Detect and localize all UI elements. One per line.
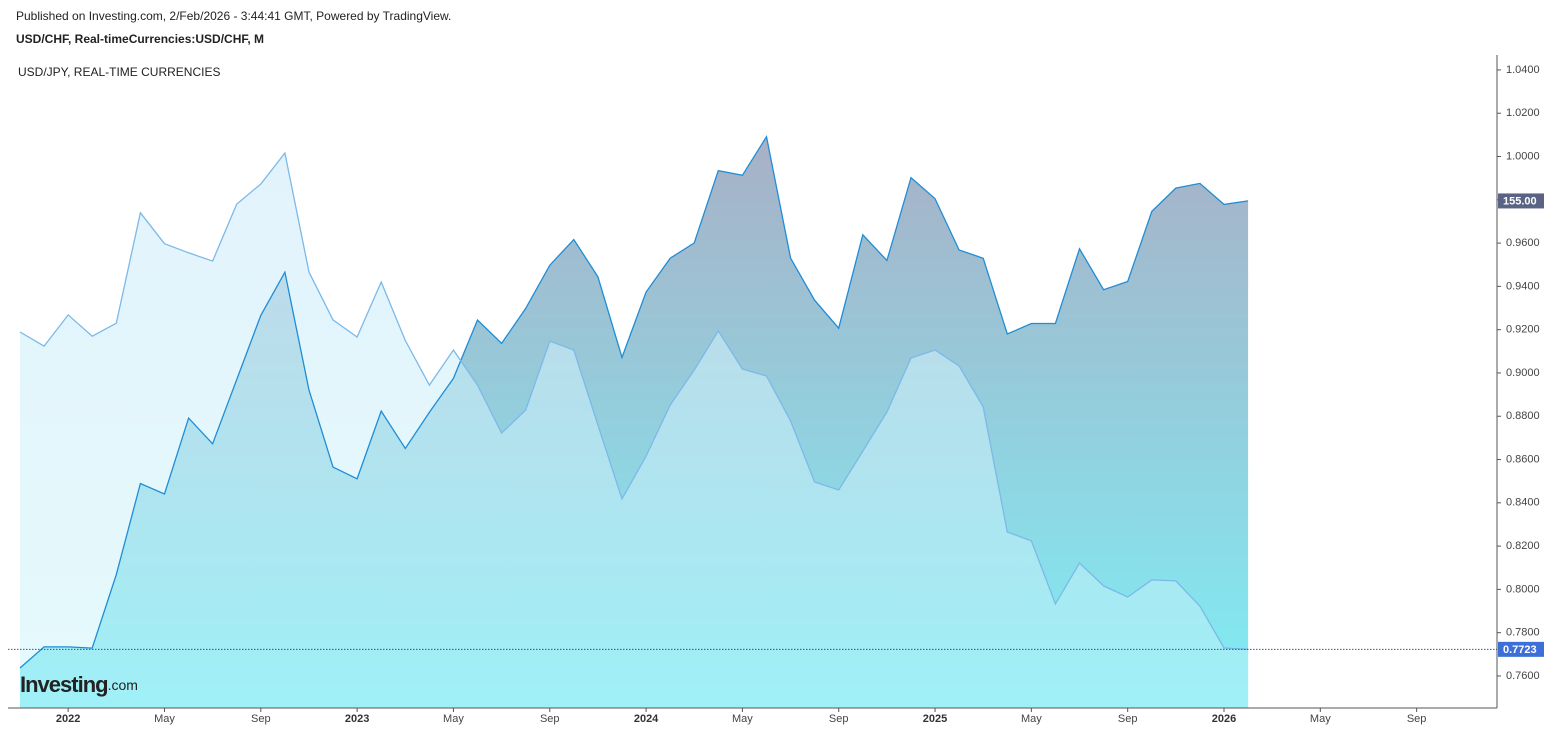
y-tick-label: 0.7800: [1506, 627, 1540, 639]
x-tick-label: May: [1021, 713, 1042, 725]
x-tick-label: May: [443, 713, 464, 725]
x-tick-label: Sep: [1118, 713, 1138, 725]
y-tick-label: 0.8000: [1506, 583, 1540, 595]
last-value-box: [1498, 193, 1544, 209]
x-tick-label: May: [154, 713, 175, 725]
last-value-label: 155.00: [1503, 195, 1537, 207]
last-value-label: 0.7723: [1503, 644, 1537, 656]
y-tick-label: 0.8400: [1506, 497, 1540, 509]
y-tick-label: 0.9600: [1506, 237, 1540, 249]
plot-area: 0.7600 0.7800 0.8000 0.8200 0.8400 0.8600 0.88…: [8, 55, 1544, 725]
y-tick-label: 1.0000: [1506, 150, 1540, 162]
x-tick-label: 2022: [56, 713, 80, 725]
y-tick-label: 0.8200: [1506, 540, 1540, 552]
y-tick-label: 1.0400: [1506, 64, 1540, 76]
watermark-brand: Investing: [20, 672, 108, 697]
chart-title: USD/CHF, Real-timeCurrencies:USD/CHF, M: [16, 32, 264, 46]
area-fill: [20, 153, 1249, 708]
y-tick-label: 0.8600: [1506, 453, 1540, 465]
series-line: [19, 151, 1249, 650]
x-tick-label: Sep: [1407, 713, 1427, 725]
watermark: Investing.com: [20, 672, 138, 697]
header: Published on Investing.com, 2/Feb/2026 -…: [16, 9, 451, 23]
x-tick-label: 2025: [923, 713, 947, 725]
x-tick-label: 2026: [1212, 713, 1236, 725]
x-tick-label: 2023: [345, 713, 369, 725]
y-tick-label: 0.9200: [1506, 324, 1540, 336]
overlay-legend: USD/JPY, REAL-TIME CURRENCIES: [18, 65, 220, 79]
last-value-box: [1498, 641, 1544, 657]
x-tick-label: May: [1310, 713, 1331, 725]
x-tick-label: Sep: [540, 713, 560, 725]
y-tick-label: 1.0200: [1506, 107, 1540, 119]
x-tick-label: Sep: [251, 713, 271, 725]
x-tick-label: Sep: [829, 713, 849, 725]
y-tick-label: 0.7600: [1506, 670, 1540, 682]
y-tick-label: 0.9000: [1506, 367, 1540, 379]
y-tick-label: 0.9400: [1506, 280, 1540, 292]
watermark-suffix: .com: [108, 677, 138, 693]
x-tick-label: 2024: [634, 713, 659, 725]
x-tick-label: May: [732, 713, 753, 725]
y-tick-label: 0.8800: [1506, 410, 1540, 422]
series-line: [19, 134, 1249, 669]
